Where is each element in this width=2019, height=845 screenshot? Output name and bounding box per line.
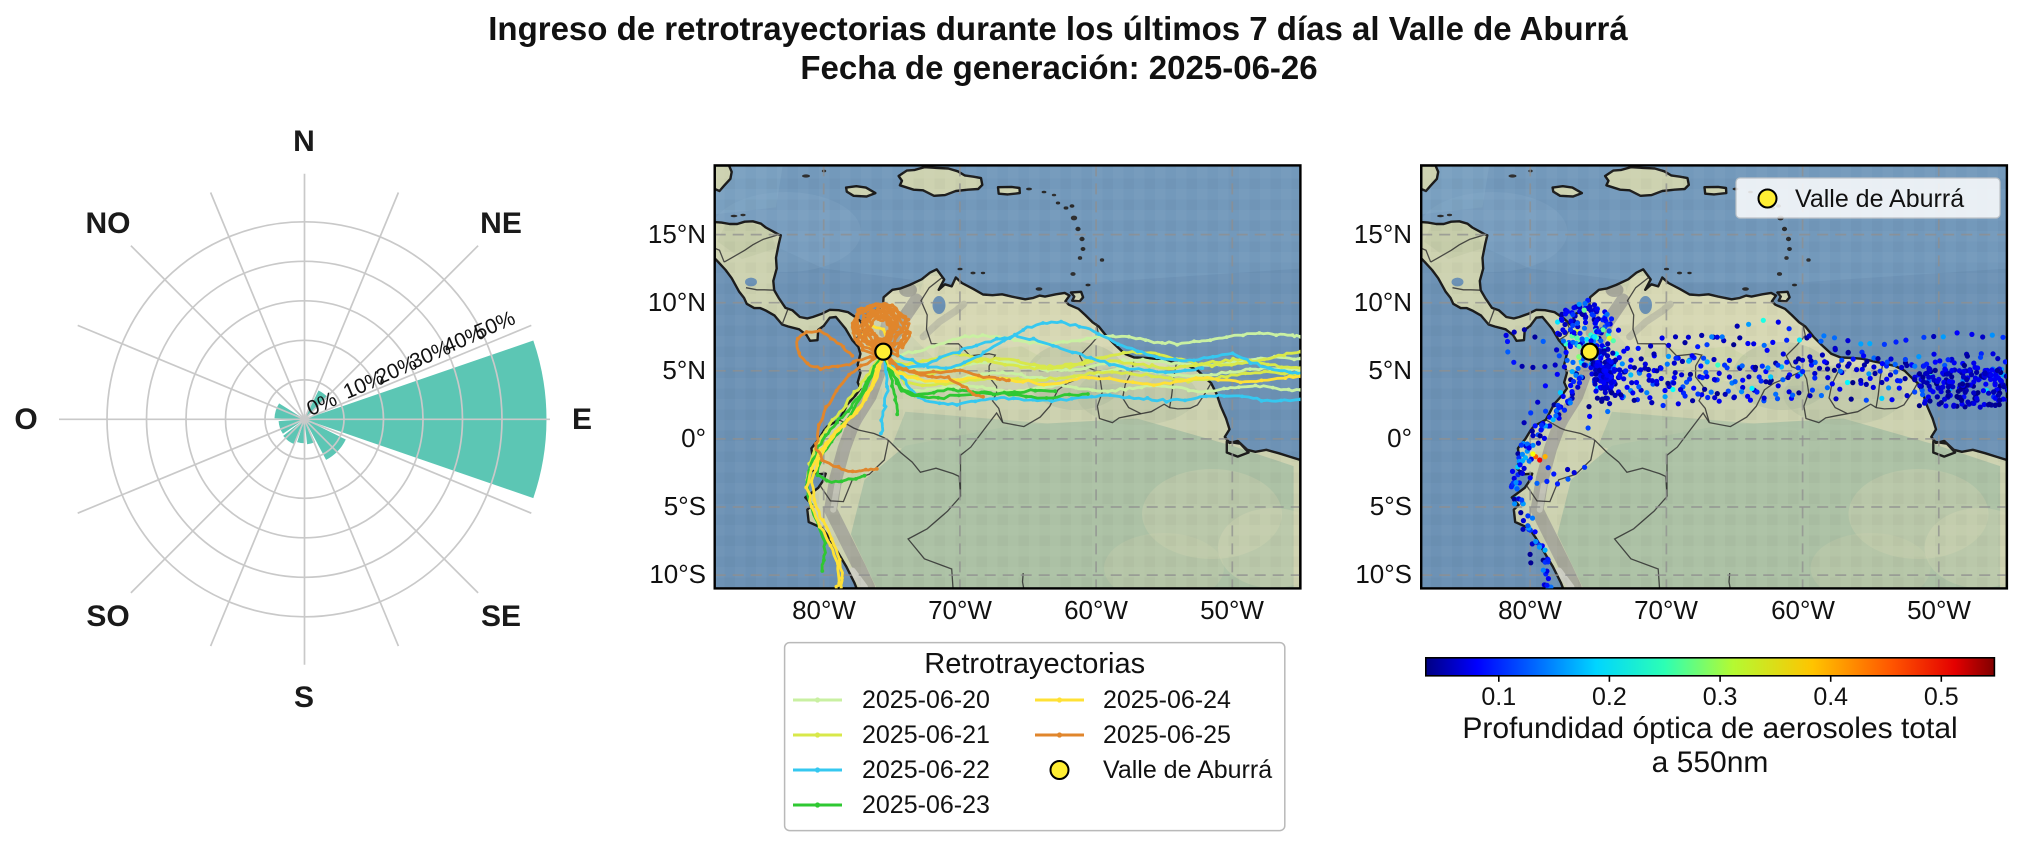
svg-text:15°N: 15°N — [1354, 219, 1412, 249]
svg-text:0.4: 0.4 — [1813, 683, 1848, 711]
svg-text:60°W: 60°W — [1771, 595, 1835, 625]
svg-text:70°W: 70°W — [928, 595, 992, 625]
svg-text:5°N: 5°N — [662, 355, 706, 385]
svg-text:50°W: 50°W — [1200, 595, 1264, 625]
svg-text:Profundidad óptica de aerosole: Profundidad óptica de aerosoles total — [1462, 712, 1957, 745]
svg-text:0.3: 0.3 — [1703, 683, 1738, 711]
svg-text:10°S: 10°S — [1355, 559, 1412, 589]
svg-text:SO: SO — [86, 600, 129, 633]
svg-text:5°S: 5°S — [664, 491, 706, 521]
svg-text:E: E — [572, 403, 592, 436]
svg-text:10°N: 10°N — [648, 287, 706, 317]
svg-text:2025-06-25: 2025-06-25 — [1103, 721, 1231, 749]
svg-text:80°W: 80°W — [1498, 595, 1562, 625]
svg-text:Retrotrayectorias: Retrotrayectorias — [924, 648, 1145, 680]
svg-text:2025-06-24: 2025-06-24 — [1103, 686, 1231, 714]
svg-text:60°W: 60°W — [1064, 595, 1128, 625]
svg-text:10°S: 10°S — [649, 559, 706, 589]
svg-text:15°N: 15°N — [648, 219, 706, 249]
svg-text:Valle de Aburrá: Valle de Aburrá — [1795, 185, 1964, 213]
svg-text:Ingreso de retrotrayectorias d: Ingreso de retrotrayectorias durante los… — [488, 10, 1628, 47]
svg-text:NO: NO — [86, 207, 131, 240]
svg-text:70°W: 70°W — [1634, 595, 1698, 625]
svg-text:NE: NE — [480, 207, 522, 240]
svg-text:a 550nm: a 550nm — [1652, 746, 1769, 779]
svg-text:5°S: 5°S — [1370, 491, 1412, 521]
svg-text:80°W: 80°W — [792, 595, 856, 625]
svg-text:10°N: 10°N — [1354, 287, 1412, 317]
svg-text:0.5: 0.5 — [1924, 683, 1959, 711]
svg-text:SE: SE — [481, 600, 521, 633]
svg-text:50°W: 50°W — [1907, 595, 1971, 625]
svg-text:Fecha de generación: 2025-06-2: Fecha de generación: 2025-06-26 — [800, 49, 1317, 86]
svg-text:2025-06-23: 2025-06-23 — [862, 791, 990, 819]
svg-text:0.1: 0.1 — [1481, 683, 1516, 711]
svg-text:2025-06-20: 2025-06-20 — [862, 686, 990, 714]
svg-text:N: N — [293, 125, 315, 158]
svg-text:Valle de Aburrá: Valle de Aburrá — [1103, 756, 1272, 784]
svg-text:S: S — [294, 681, 314, 714]
svg-text:0°: 0° — [1387, 423, 1412, 453]
svg-text:5°N: 5°N — [1368, 355, 1412, 385]
svg-text:2025-06-22: 2025-06-22 — [862, 756, 990, 784]
svg-text:2025-06-21: 2025-06-21 — [862, 721, 990, 749]
svg-text:0°: 0° — [681, 423, 706, 453]
svg-text:0.2: 0.2 — [1592, 683, 1627, 711]
svg-text:O: O — [14, 403, 37, 436]
